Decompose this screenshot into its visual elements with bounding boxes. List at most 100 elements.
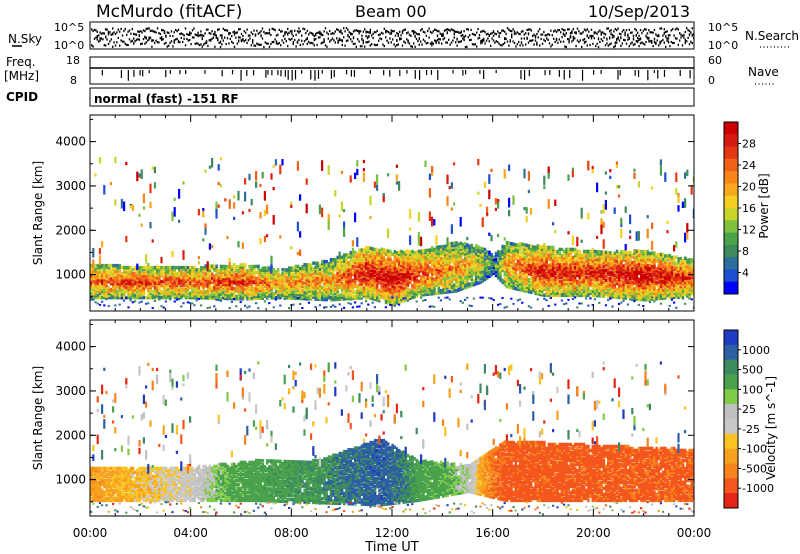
echo-cell (332, 291, 335, 296)
echo-cell (162, 277, 166, 282)
echo-cell (534, 261, 537, 266)
echo-cell (398, 256, 401, 260)
nsky-mark (600, 31, 602, 34)
echo-cell (281, 275, 284, 280)
scatter-cell (486, 206, 489, 217)
echo-cell (470, 243, 474, 248)
echo-cell (325, 295, 328, 300)
echo-cell (536, 256, 540, 260)
echo-cell (248, 274, 251, 279)
echo-cell (437, 277, 441, 281)
echo-cell (103, 277, 106, 282)
echo-cell (371, 285, 375, 289)
echo-cell (431, 284, 434, 288)
scatter-cell (136, 171, 139, 182)
nsky-mark (488, 34, 490, 38)
near-range-cell (129, 299, 132, 302)
nsky-mark (347, 28, 349, 31)
echo-cell (138, 279, 141, 284)
echo-cell (283, 274, 287, 278)
echo-cell (138, 283, 141, 288)
echo-cell (224, 276, 227, 281)
echo-cell (365, 293, 368, 298)
nsky-mark (502, 29, 504, 32)
scatter-cell (446, 196, 449, 206)
echo-cell (424, 270, 427, 275)
echo-cell (354, 274, 357, 279)
near-range-cell (433, 305, 436, 308)
echo-cell (219, 270, 223, 275)
nsky-mark (375, 31, 377, 34)
scatter-cell (395, 174, 398, 181)
echo-cell (409, 294, 412, 298)
echo-cell (105, 283, 108, 288)
echo-cell (283, 284, 287, 288)
nsearch-mark (554, 40, 556, 44)
echo-cell (202, 274, 205, 278)
echo-cell (464, 270, 467, 274)
echo-cell (129, 279, 133, 284)
nsky-mark (418, 37, 420, 41)
echo-cell (404, 282, 408, 286)
nsky-mark (509, 29, 511, 32)
echo-cell (138, 289, 141, 294)
echo-cell (349, 252, 353, 257)
nsky-mark (431, 31, 433, 35)
echo-cell (525, 277, 529, 282)
echo-cell (516, 245, 520, 250)
echo-cell (448, 257, 452, 262)
echo-cell (525, 243, 529, 248)
echo-cell (426, 262, 430, 267)
echo-cell (98, 279, 102, 284)
echo-cell (420, 281, 423, 285)
echo-cell (497, 262, 500, 266)
echo-cell (395, 291, 399, 295)
echo-cell (334, 261, 337, 266)
nsky-mark (394, 34, 397, 37)
near-range-cell (536, 298, 539, 301)
nsearch-mark (417, 39, 419, 43)
echo-cell (362, 250, 366, 254)
echo-cell (523, 265, 526, 269)
echo-cell (290, 266, 293, 270)
nsky-mark (238, 39, 240, 43)
echo-cell (252, 270, 256, 275)
scatter-cell (428, 187, 431, 198)
nsky-mark (551, 34, 553, 37)
nsky-mark (232, 31, 234, 34)
echo-cell (167, 295, 170, 300)
echo-cell (191, 285, 194, 290)
echo-cell (343, 257, 346, 261)
echo-cell (131, 267, 135, 272)
echo-cell (114, 283, 117, 288)
echo-cell (426, 290, 430, 295)
nsearch-mark (582, 38, 584, 42)
echo-cell (492, 265, 496, 269)
nsky-mark (616, 29, 618, 32)
echo-cell (257, 296, 260, 301)
echo-cell (455, 241, 458, 245)
nsearch-mark (427, 41, 429, 45)
echo-cell (512, 248, 515, 253)
echo-cell (222, 268, 225, 273)
nsky-mark (574, 31, 576, 34)
echo-cell (318, 289, 322, 294)
echo-cell (450, 253, 454, 258)
echo-cell (303, 286, 306, 291)
echo-cell (202, 296, 205, 300)
nsky-mark (644, 28, 646, 31)
echo-cell (323, 277, 326, 282)
near-range-cell (296, 297, 299, 300)
nsky-mark (354, 29, 356, 32)
echo-cell (314, 275, 317, 279)
nsearch-mark (327, 37, 329, 40)
echo-cell (521, 256, 524, 261)
echo-cell (94, 289, 97, 294)
nsky-mark (296, 40, 299, 44)
nsearch-mark (194, 42, 196, 45)
nsky-mark (180, 32, 182, 35)
echo-cell (158, 269, 161, 274)
echo-cell (499, 276, 502, 280)
echo-cell (131, 273, 135, 278)
